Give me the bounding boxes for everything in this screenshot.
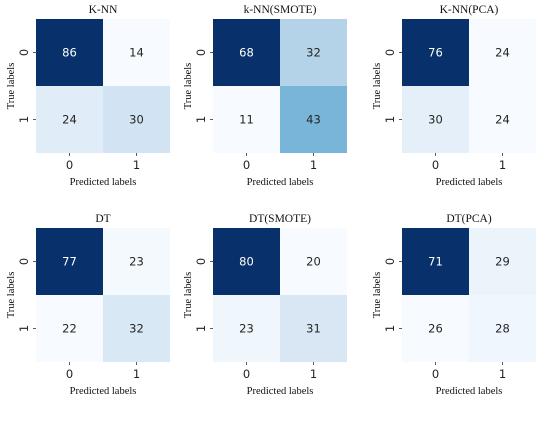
y-tick-label: 0: [383, 258, 397, 265]
y-tick-label: 1: [194, 325, 208, 332]
x-tick-label: 0: [66, 367, 73, 381]
cell-value-label: 86: [62, 46, 77, 60]
cell-value-label: 80: [239, 255, 254, 269]
x-axis-label: Predicted labels: [436, 386, 503, 397]
y-axis-label: True labels: [372, 63, 383, 110]
panel-title: K-NN(PCA): [440, 4, 499, 16]
y-tick-label: 0: [17, 258, 31, 265]
heatmap-cell: [469, 19, 536, 86]
x-axis-label: Predicted labels: [70, 177, 137, 188]
heatmap-cell: [103, 86, 170, 153]
x-tick-label: 1: [133, 367, 140, 381]
confusion-matrix-panel: K-NN(PCA) 76 24 30 24 0 1 0 1 Predicted labels Tru…: [372, 4, 536, 188]
y-tick-label: 0: [383, 49, 397, 56]
heatmap-cell: [469, 295, 536, 362]
x-tick-label: 0: [243, 158, 250, 172]
x-tick-label: 1: [310, 158, 317, 172]
x-axis-label: Predicted labels: [247, 386, 314, 397]
y-tick-label: 1: [383, 325, 397, 332]
panel-title: DT(PCA): [446, 213, 492, 225]
confusion-matrix-panel: K-NN 86 14 24 30 0 1 0 1 Predicted labels True lab…: [6, 4, 170, 188]
heatmap-cell: [36, 228, 103, 295]
heatmap-cell: [280, 86, 347, 153]
x-tick-label: 0: [432, 158, 439, 172]
cell-value-label: 30: [428, 113, 443, 127]
x-tick-label: 1: [310, 367, 317, 381]
cell-value-label: 43: [306, 113, 321, 127]
x-tick-label: 0: [66, 158, 73, 172]
heatmap-cell: [280, 295, 347, 362]
y-tick-label: 0: [194, 258, 208, 265]
y-tick-label: 1: [17, 116, 31, 123]
x-tick-label: 1: [133, 158, 140, 172]
heatmap-cell: [402, 295, 469, 362]
cell-value-label: 24: [495, 113, 510, 127]
heatmap-cell: [36, 295, 103, 362]
heatmap-cell: [103, 295, 170, 362]
cell-value-label: 31: [306, 322, 321, 336]
y-axis-label: True labels: [372, 272, 383, 319]
cell-value-label: 23: [239, 322, 254, 336]
cell-value-label: 22: [62, 322, 77, 336]
cell-value-label: 11: [239, 113, 254, 127]
cell-value-label: 26: [428, 322, 443, 336]
x-axis-label: Predicted labels: [436, 177, 503, 188]
heatmap-cell: [402, 19, 469, 86]
y-axis-label: True labels: [6, 272, 17, 319]
y-axis-label: True labels: [6, 63, 17, 110]
confusion-matrix-panel: DT(SMOTE) 80 20 23 31 0 1 0 1 Predicted labels Tru…: [183, 213, 347, 397]
cell-value-label: 23: [129, 255, 144, 269]
confusion-matrix-panel: DT 77 23 22 32 0 1 0 1 Predicted labels True label…: [6, 213, 170, 397]
heatmap-cell: [469, 86, 536, 153]
heatmap-cell: [213, 295, 280, 362]
y-tick-label: 1: [194, 116, 208, 123]
cell-value-label: 20: [306, 255, 321, 269]
x-axis-label: Predicted labels: [247, 177, 314, 188]
cell-value-label: 24: [62, 113, 77, 127]
heatmap-cell: [213, 19, 280, 86]
cell-value-label: 28: [495, 322, 510, 336]
panel-title: K-NN: [89, 4, 118, 16]
cell-value-label: 68: [239, 46, 254, 60]
cell-value-label: 32: [129, 322, 144, 336]
y-tick-label: 1: [17, 325, 31, 332]
panel-title: DT(SMOTE): [249, 213, 311, 225]
heatmap-cell: [402, 86, 469, 153]
panel-title: DT: [95, 213, 110, 225]
y-tick-label: 1: [383, 116, 397, 123]
heatmap-cell: [103, 228, 170, 295]
cell-value-label: 32: [306, 46, 321, 60]
cell-value-label: 24: [495, 46, 510, 60]
cell-value-label: 29: [495, 255, 510, 269]
cell-value-label: 77: [62, 255, 77, 269]
heatmap-cell: [213, 86, 280, 153]
x-tick-label: 1: [499, 158, 506, 172]
x-tick-label: 1: [499, 367, 506, 381]
cell-value-label: 76: [428, 46, 443, 60]
x-axis-label: Predicted labels: [70, 386, 137, 397]
heatmap-cell: [469, 228, 536, 295]
confusion-matrix-panel: DT(PCA) 71 29 26 28 0 1 0 1 Predicted labels True …: [372, 213, 536, 397]
confusion-matrix-panel: k-NN(SMOTE) 68 32 11 43 0 1 0 1 Predicted labels T…: [183, 4, 347, 188]
y-tick-label: 0: [194, 49, 208, 56]
y-tick-label: 0: [17, 49, 31, 56]
y-axis-label: True labels: [183, 63, 194, 110]
cell-value-label: 30: [129, 113, 144, 127]
heatmap-cell: [280, 19, 347, 86]
heatmap-cell: [402, 228, 469, 295]
cell-value-label: 71: [428, 255, 443, 269]
heatmap-cell: [280, 228, 347, 295]
heatmap-cell: [213, 228, 280, 295]
panel-title: k-NN(SMOTE): [244, 4, 317, 16]
x-tick-label: 0: [243, 367, 250, 381]
heatmap-cell: [36, 86, 103, 153]
heatmap-cell: [103, 19, 170, 86]
cell-value-label: 14: [129, 46, 144, 60]
y-axis-label: True labels: [183, 272, 194, 319]
heatmap-cell: [36, 19, 103, 86]
x-tick-label: 0: [432, 367, 439, 381]
